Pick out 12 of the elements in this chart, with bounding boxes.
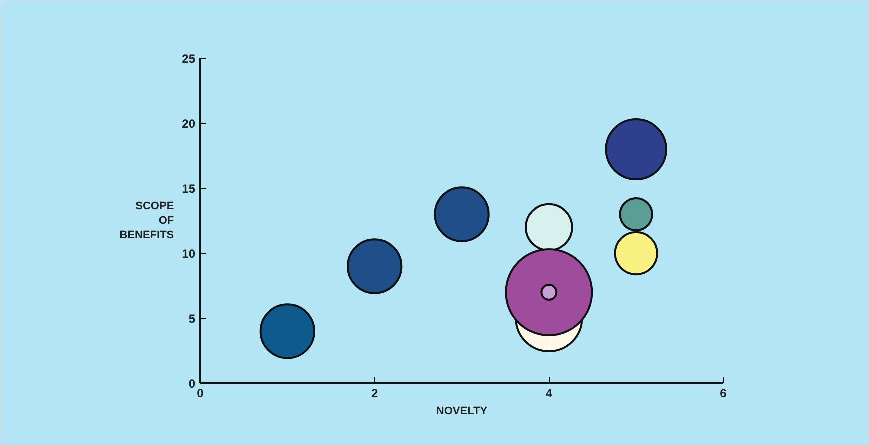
x-tick-label: 6 <box>720 386 728 400</box>
y-tick-label: 10 <box>182 247 196 261</box>
y-axis-title: SCOPE OF BENEFITS <box>120 200 174 242</box>
y-tick-label: 25 <box>182 52 196 66</box>
y-tick-label: 20 <box>182 117 196 131</box>
x-tick-label: 0 <box>197 386 204 400</box>
x-axis-title: NOVELTY <box>436 406 488 418</box>
y-tick-label: 15 <box>182 182 196 196</box>
x-tick-label: 2 <box>371 386 378 400</box>
y-tick-label: 0 <box>188 377 196 391</box>
y-tick-label: 5 <box>188 312 196 326</box>
x-tick-label: 4 <box>546 386 553 400</box>
